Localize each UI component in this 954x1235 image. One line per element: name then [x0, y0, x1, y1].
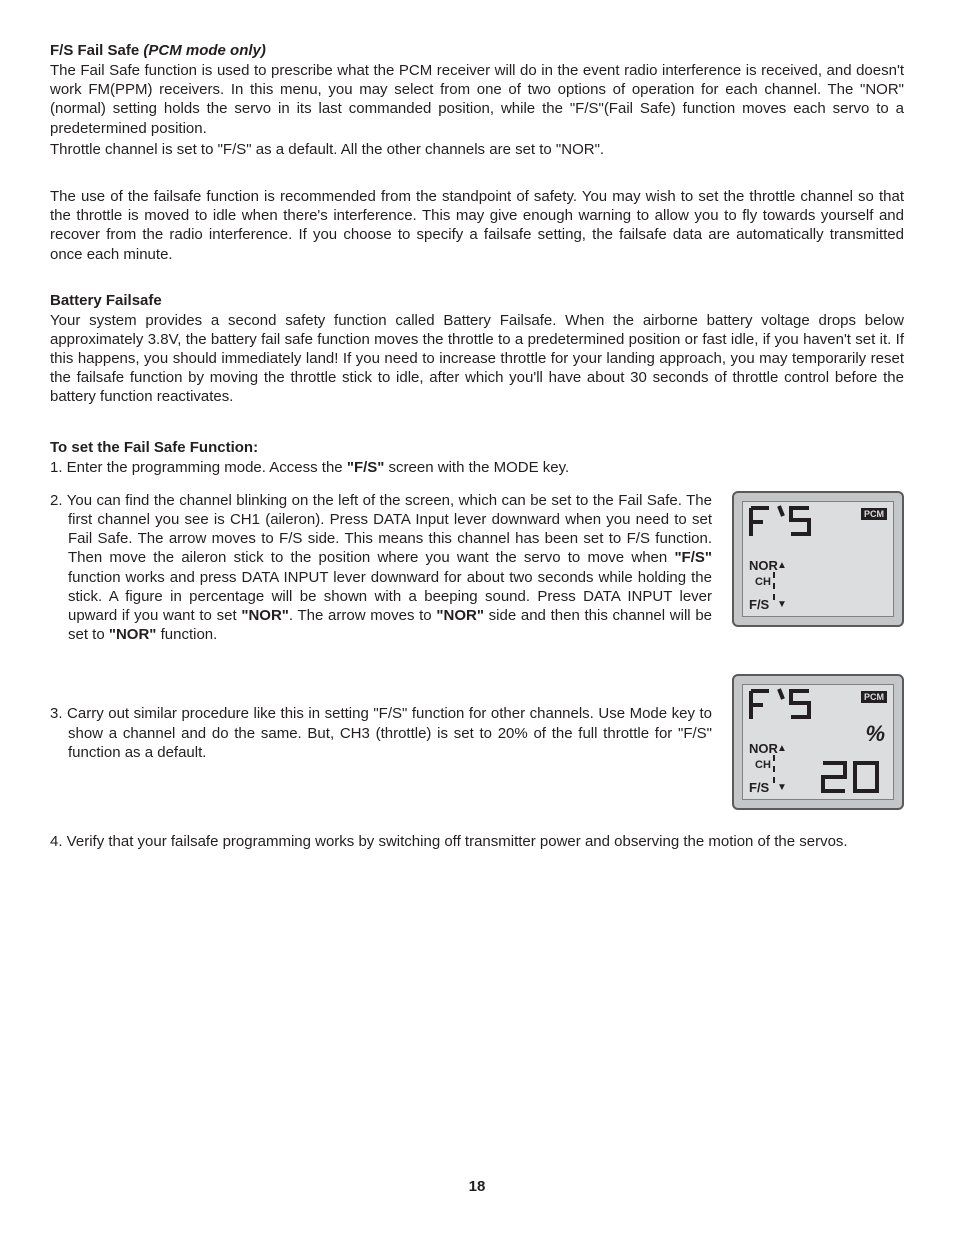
heading-set-function: To set the Fail Safe Function:: [50, 439, 904, 456]
step2-h: "NOR": [109, 626, 157, 643]
step2-b: "F/S": [674, 549, 712, 566]
lcd-ch-label-1: CH: [755, 576, 771, 588]
lcd-nor-label-2: NOR: [749, 741, 778, 756]
lcd-percent-2: %: [865, 721, 885, 747]
manual-page: F/S Fail Safe (PCM mode only) The Fail S…: [0, 0, 954, 1235]
lcd-pcm-badge-1: PCM: [861, 508, 887, 520]
step1-a: 1. Enter the programming mode. Access th…: [50, 459, 347, 476]
lcd-screen-1: PCM NOR ▲ CH F/S ▼: [742, 501, 894, 617]
para-intro-1: The Fail Safe function is used to prescr…: [50, 61, 904, 138]
lcd-arrow-down-1: ▼: [777, 599, 787, 610]
lcd-arrow-up-1: ▲: [777, 560, 787, 571]
para-battery: Your system provides a second safety fun…: [50, 311, 904, 407]
step-1: 1. Enter the programming mode. Access th…: [50, 458, 904, 477]
step2-f: "NOR": [436, 607, 484, 624]
lcd-display-2: PCM % NOR ▲ CH F/S ▼: [732, 674, 904, 810]
lcd-20-glyph: [819, 757, 889, 797]
lcd-display-1: PCM NOR ▲ CH F/S ▼: [732, 491, 904, 627]
lcd-screen-2: PCM % NOR ▲ CH F/S ▼: [742, 684, 894, 800]
step1-c: screen with the MODE key.: [384, 459, 569, 476]
lcd-pcm-badge-2: PCM: [861, 691, 887, 703]
step-4: 4. Verify that your failsafe programming…: [50, 832, 904, 851]
heading-battery-failsafe: Battery Failsafe: [50, 292, 904, 309]
lcd-arrow-up-2: ▲: [777, 743, 787, 754]
step2-d: "NOR": [241, 607, 289, 624]
step-3-row: 3. Carry out similar procedure like this…: [50, 674, 904, 810]
step2-i: function.: [156, 626, 217, 643]
para-intro-2: The use of the failsafe function is reco…: [50, 187, 904, 264]
section-heading-failsafe: F/S Fail Safe (PCM mode only): [50, 42, 904, 59]
lcd-fs-glyph-2: [747, 687, 827, 727]
lcd-fs-label-2: F/S: [749, 780, 769, 795]
lcd-nor-label-1: NOR: [749, 558, 778, 573]
step-2-row: 2. You can find the channel blinking on …: [50, 491, 904, 645]
para-intro-1b: Throttle channel is set to "F/S" as a de…: [50, 140, 904, 159]
step-2: 2. You can find the channel blinking on …: [50, 491, 712, 645]
lcd-fs-glyph-1: [747, 504, 827, 544]
page-number: 18: [0, 1178, 954, 1195]
step2-e: . The arrow moves to: [289, 607, 436, 624]
lcd-ch-label-2: CH: [755, 759, 771, 771]
lcd-fs-label-1: F/S: [749, 597, 769, 612]
lcd-indicator-bar-1: [773, 572, 777, 600]
heading-italic: (PCM mode only): [139, 42, 266, 59]
lcd-arrow-down-2: ▼: [777, 782, 787, 793]
step-3: 3. Carry out similar procedure like this…: [50, 674, 712, 762]
step1-b: "F/S": [347, 459, 385, 476]
lcd-indicator-bar-2: [773, 755, 777, 783]
step2-a: 2. You can find the channel blinking on …: [50, 492, 712, 567]
heading-prefix: F/S Fail Safe: [50, 42, 139, 59]
